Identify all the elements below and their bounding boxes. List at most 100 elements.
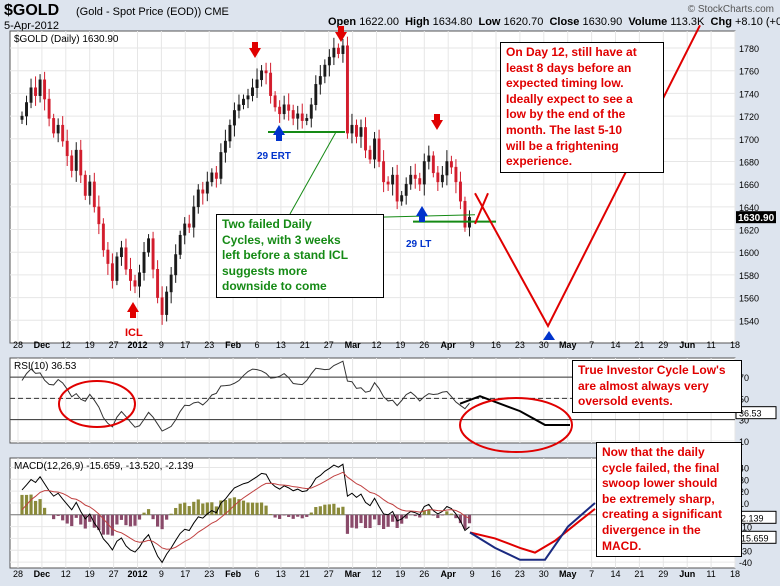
y-tick-label: 20 bbox=[739, 487, 749, 497]
x-tick-label: Apr bbox=[440, 340, 456, 350]
candle bbox=[436, 172, 440, 183]
macd-histogram-bar bbox=[463, 514, 467, 530]
candle bbox=[43, 79, 47, 100]
macd-histogram-bar bbox=[296, 514, 300, 517]
description-text: (Gold - Spot Price (EOD)) bbox=[76, 6, 202, 18]
candle bbox=[287, 104, 291, 111]
macd-histogram-bar bbox=[56, 514, 60, 516]
ohlc-readout: Open 1622.00 High 1634.80 Low 1620.70 Cl… bbox=[328, 16, 780, 28]
macd-histogram-bar bbox=[372, 514, 377, 520]
candle bbox=[345, 45, 349, 134]
x-tick-label: 19 bbox=[85, 569, 95, 579]
candle bbox=[364, 127, 367, 151]
ert-label: 29 ERT bbox=[257, 151, 291, 162]
macd-histogram-bar bbox=[183, 502, 187, 515]
symbol-title: $GOLD bbox=[4, 2, 60, 19]
candle bbox=[83, 174, 87, 196]
chg-value: +8.10 (+0.50%) bbox=[734, 16, 780, 28]
macd-histogram-bar bbox=[323, 504, 327, 515]
macd-histogram-bar bbox=[259, 502, 264, 515]
macd-projection-red bbox=[469, 508, 596, 554]
candle bbox=[282, 104, 286, 115]
macd-histogram-bar bbox=[160, 514, 164, 530]
candle bbox=[332, 47, 336, 58]
candle bbox=[323, 64, 327, 77]
macd-histogram-bar bbox=[92, 514, 96, 528]
y-tick-label: 30 bbox=[739, 475, 749, 485]
candle bbox=[61, 124, 65, 142]
x-tick-label: 12 bbox=[371, 340, 381, 350]
candle bbox=[119, 247, 123, 258]
candle bbox=[156, 269, 160, 298]
macd-histogram-bar bbox=[305, 514, 309, 517]
candle bbox=[291, 110, 295, 119]
x-tick-label: Dec bbox=[34, 340, 51, 350]
macd-histogram-bar bbox=[282, 514, 286, 516]
macd-histogram-bar bbox=[214, 506, 218, 515]
peak-arrow-stem bbox=[434, 114, 440, 120]
macd-histogram-bar bbox=[436, 514, 440, 519]
candle bbox=[147, 238, 151, 253]
y-tick-label: 10 bbox=[739, 499, 749, 509]
macd-histogram-bar bbox=[345, 514, 350, 534]
macd-histogram-bar bbox=[445, 511, 449, 515]
last-price-label: 1630.90 bbox=[738, 213, 775, 224]
candle bbox=[264, 70, 268, 74]
macd-histogram-bar bbox=[101, 514, 105, 535]
x-tick-label: 18 bbox=[730, 340, 740, 350]
candle bbox=[413, 174, 417, 179]
macd-histogram-bar bbox=[237, 499, 241, 515]
macd-histogram-bar bbox=[128, 514, 133, 527]
candle bbox=[160, 297, 164, 315]
annotation-line: month. The last 5-10 bbox=[506, 122, 623, 137]
macd-histogram-bar bbox=[97, 514, 101, 531]
x-tick-label: 23 bbox=[515, 340, 525, 350]
macd-histogram-bar bbox=[88, 514, 92, 522]
x-tick-label: 21 bbox=[300, 340, 310, 350]
x-tick-label: 21 bbox=[634, 340, 644, 350]
icl-label: ICL bbox=[125, 327, 143, 339]
macd-signal-line bbox=[21, 471, 470, 550]
candle bbox=[129, 269, 132, 281]
annotation-line: Cycles, with 3 weeks bbox=[222, 232, 341, 247]
candle bbox=[400, 195, 404, 202]
x-tick-label: 13 bbox=[276, 340, 286, 350]
macd-histogram-bar bbox=[228, 498, 232, 515]
macd-histogram-bar bbox=[142, 512, 146, 515]
projected-low-arrow bbox=[543, 331, 555, 340]
macd-histogram-bar bbox=[83, 514, 87, 529]
x-tick-label: 29 bbox=[658, 569, 668, 579]
low-label: Low bbox=[478, 16, 501, 28]
macd-histogram-bar bbox=[250, 502, 255, 515]
x-tick-label: 13 bbox=[276, 569, 286, 579]
candle bbox=[29, 87, 33, 103]
x-tick-label: 12 bbox=[371, 569, 381, 579]
peak-arrow-stem bbox=[252, 42, 258, 48]
x-tick-label: Feb bbox=[225, 569, 242, 579]
x-tick-label: 27 bbox=[324, 569, 334, 579]
rsi-projection-line bbox=[459, 395, 570, 426]
macd-histogram-bar bbox=[359, 514, 363, 524]
candle bbox=[115, 256, 119, 281]
candle bbox=[138, 272, 141, 287]
annotation-line: expected timing low. bbox=[506, 76, 624, 91]
macd-histogram-bar bbox=[232, 497, 237, 515]
candle bbox=[228, 124, 232, 142]
candle bbox=[183, 223, 187, 236]
x-tick-label: 27 bbox=[324, 340, 334, 350]
annotation-line: MACD. bbox=[602, 538, 642, 553]
y-tick-label: 40 bbox=[739, 463, 749, 473]
y-tick-label: 1580 bbox=[739, 271, 759, 281]
x-tick-label: 12 bbox=[61, 569, 71, 579]
candle bbox=[440, 174, 444, 183]
candle bbox=[237, 104, 241, 111]
x-tick-label: 30 bbox=[539, 340, 549, 350]
candle bbox=[242, 98, 245, 105]
y-tick-label: 1540 bbox=[739, 316, 759, 326]
macd-histogram-bar bbox=[165, 514, 169, 520]
x-tick-label: Jun bbox=[679, 340, 695, 350]
candle bbox=[269, 72, 273, 96]
candle bbox=[246, 95, 250, 100]
rsi-value-label: 36.53 bbox=[739, 409, 762, 419]
